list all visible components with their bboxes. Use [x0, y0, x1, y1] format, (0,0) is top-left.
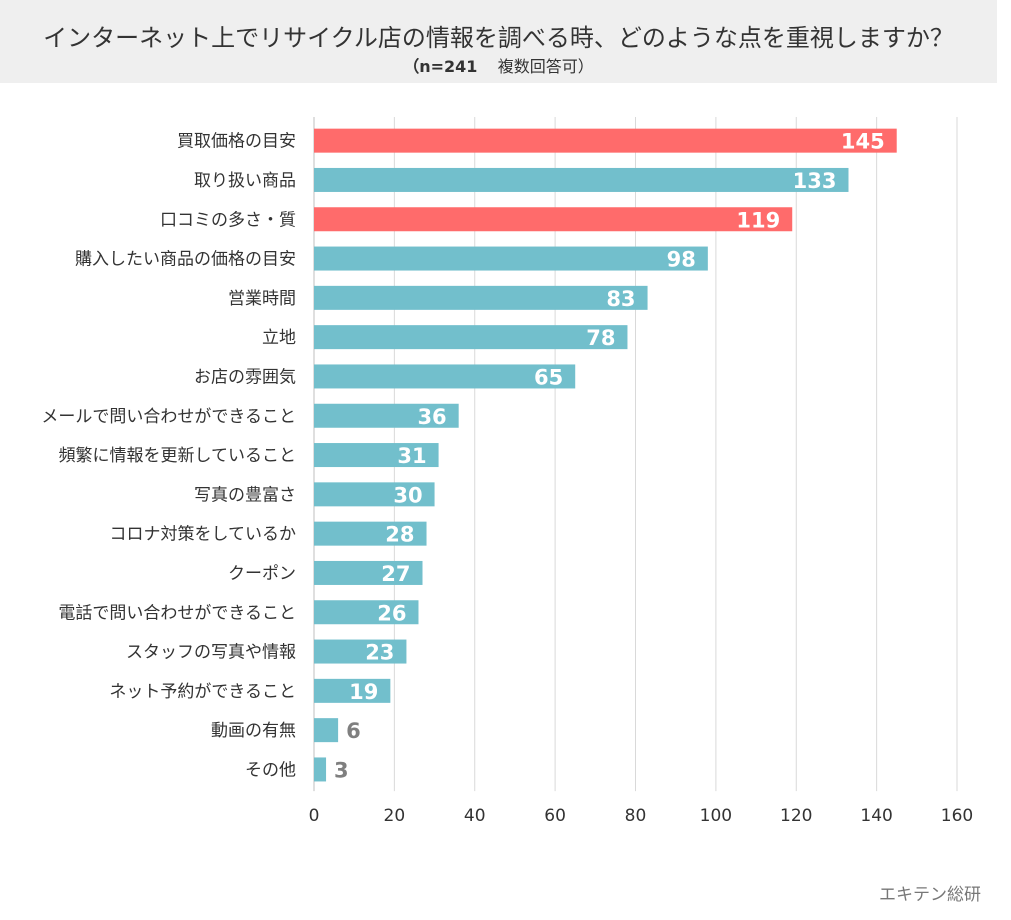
x-tick-label: 0 — [309, 806, 320, 826]
bar — [314, 560, 423, 585]
bar — [314, 364, 576, 389]
data-label: 26 — [377, 601, 406, 625]
category-label: コロナ対策をしているか — [110, 525, 297, 545]
bar — [314, 482, 435, 507]
data-label: 3 — [334, 758, 349, 782]
bar — [314, 678, 391, 703]
data-label: 65 — [534, 365, 563, 389]
bar — [314, 246, 708, 271]
bar — [314, 403, 459, 428]
category-label: お店の雰囲気 — [194, 367, 296, 387]
category-label: 立地 — [262, 328, 296, 348]
data-label: 83 — [606, 287, 635, 311]
category-label: その他 — [245, 760, 296, 780]
category-label: 取り扱い商品 — [194, 171, 296, 191]
data-label: 28 — [385, 523, 414, 547]
source-credit: エキテン総研 — [879, 885, 981, 905]
category-label: 頻繁に情報を更新していること — [59, 446, 297, 466]
x-tick-label: 40 — [464, 806, 486, 826]
chart-subtitle: （n=241 複数回答可） — [0, 53, 997, 77]
chart-title: インターネット上でリサイクル店の情報を調べる時、どのような点を重視しますか？ — [43, 24, 954, 52]
x-tick-label: 80 — [625, 806, 647, 826]
data-label: 30 — [393, 483, 422, 507]
category-label: 写真の豊富さ — [194, 485, 296, 505]
x-tick-label: 20 — [384, 806, 406, 826]
bar — [314, 718, 339, 743]
data-label: 31 — [397, 444, 426, 468]
data-label: 23 — [365, 641, 394, 665]
bar — [314, 128, 897, 153]
x-tick-label: 60 — [544, 806, 566, 826]
bar — [314, 600, 419, 625]
subtitle-gap — [477, 57, 497, 76]
bar — [314, 325, 628, 350]
chart-header: インターネット上でリサイクル店の情報を調べる時、どのような点を重視しますか？ （… — [0, 0, 997, 83]
data-label: 6 — [346, 719, 361, 743]
data-label: 27 — [381, 562, 410, 586]
data-label: 119 — [736, 208, 780, 232]
x-tick-label: 140 — [860, 806, 892, 826]
x-tick-label: 160 — [941, 806, 973, 826]
category-label: ネット予約ができること — [109, 682, 296, 702]
bar — [314, 757, 327, 782]
x-tick-label: 100 — [700, 806, 732, 826]
category-label: 口コミの多さ・質 — [160, 210, 296, 230]
data-label: 145 — [841, 130, 885, 154]
category-label: スタッフの写真や情報 — [126, 643, 296, 663]
subtitle-sample-size: （n=241 — [403, 57, 478, 76]
category-label: 動画の有無 — [211, 721, 296, 741]
category-label: 買取価格の目安 — [177, 132, 296, 152]
category-label: 電話で問い合わせができること — [58, 603, 296, 623]
x-tick-label: 120 — [780, 806, 812, 826]
data-label: 78 — [586, 326, 615, 350]
data-label: 19 — [349, 680, 378, 704]
data-label: 133 — [793, 169, 837, 193]
bar — [314, 207, 793, 232]
data-label: 98 — [667, 248, 696, 272]
category-label: 購入したい商品の価格の目安 — [75, 250, 296, 270]
bar — [314, 639, 407, 664]
bar — [314, 443, 439, 468]
data-label: 36 — [417, 405, 446, 429]
bar-chart: 0 20 40 60 80 100 120 140 160 買取価格の目安 145 取り扱い商品 133… — [41, 117, 973, 826]
bar — [314, 521, 427, 546]
category-label: クーポン — [228, 564, 296, 584]
subtitle-answer-type: 複数回答可） — [497, 57, 594, 76]
category-label: 営業時間 — [228, 289, 296, 309]
category-label: メールで問い合わせができること — [41, 407, 296, 427]
bar — [314, 167, 849, 192]
bar — [314, 285, 648, 310]
